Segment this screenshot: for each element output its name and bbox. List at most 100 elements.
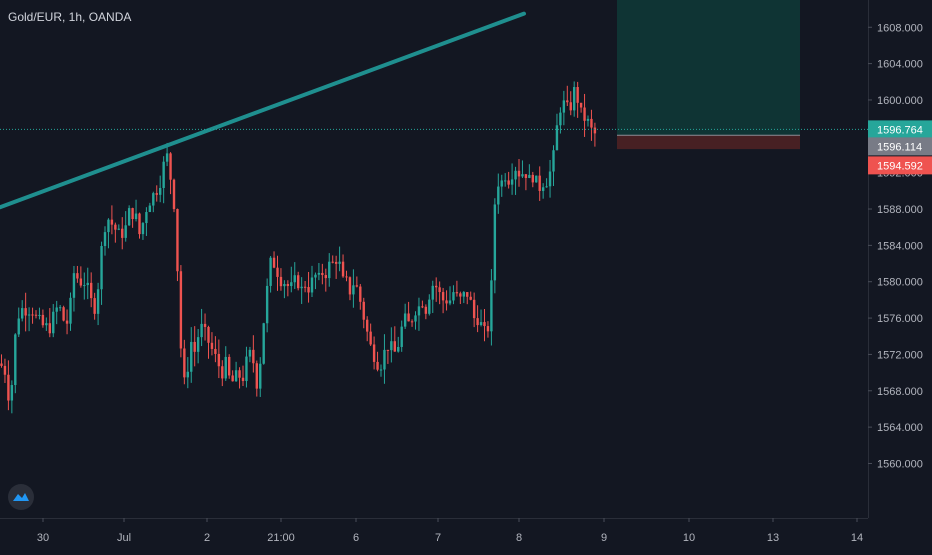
tradingview-logo-icon[interactable] bbox=[8, 484, 34, 510]
candle-down[interactable] bbox=[393, 326, 396, 352]
candle-up[interactable] bbox=[162, 156, 165, 204]
candle-up[interactable] bbox=[490, 269, 493, 346]
candle-up[interactable] bbox=[562, 90, 566, 126]
trendline[interactable] bbox=[0, 11, 526, 210]
candle-down[interactable] bbox=[476, 305, 479, 333]
candle-up[interactable] bbox=[403, 303, 407, 329]
candle-up[interactable] bbox=[293, 262, 296, 289]
candle-up[interactable] bbox=[134, 199, 138, 222]
candle-down[interactable] bbox=[79, 266, 83, 288]
candle-down[interactable] bbox=[366, 316, 369, 342]
candle-up[interactable] bbox=[69, 292, 72, 331]
candle-up[interactable] bbox=[103, 226, 107, 256]
candle-up[interactable] bbox=[431, 280, 434, 313]
candle-up[interactable] bbox=[107, 218, 110, 249]
candle-up[interactable] bbox=[83, 272, 86, 300]
candle-down[interactable] bbox=[369, 323, 372, 346]
candle-up[interactable] bbox=[234, 361, 238, 382]
candle-down[interactable] bbox=[486, 321, 490, 338]
candle-down[interactable] bbox=[238, 367, 241, 389]
candle-down[interactable] bbox=[321, 263, 324, 285]
candle-up[interactable] bbox=[259, 357, 262, 397]
candle-up[interactable] bbox=[310, 265, 314, 297]
candle-down[interactable] bbox=[228, 354, 231, 379]
candle-down[interactable] bbox=[279, 268, 283, 291]
candle-down[interactable] bbox=[65, 309, 69, 335]
candle-down[interactable] bbox=[255, 360, 258, 397]
candle-down[interactable] bbox=[217, 339, 221, 379]
candle-down[interactable] bbox=[355, 276, 359, 288]
candle-up[interactable] bbox=[462, 290, 465, 304]
candle-down[interactable] bbox=[507, 171, 510, 189]
candle-up[interactable] bbox=[45, 317, 48, 331]
candle-down[interactable] bbox=[303, 280, 307, 293]
candle-down[interactable] bbox=[176, 208, 179, 282]
candle-up[interactable] bbox=[55, 300, 58, 325]
candle-down[interactable] bbox=[407, 301, 410, 322]
candle-up[interactable] bbox=[497, 173, 500, 214]
candle-down[interactable] bbox=[179, 265, 183, 358]
candle-up[interactable] bbox=[510, 163, 514, 195]
candle-up[interactable] bbox=[573, 81, 576, 117]
candle-down[interactable] bbox=[435, 277, 438, 302]
candle-up[interactable] bbox=[148, 202, 152, 213]
candle-up[interactable] bbox=[145, 207, 148, 236]
candle-down[interactable] bbox=[155, 185, 158, 202]
candle-down[interactable] bbox=[276, 255, 279, 291]
candle-up[interactable] bbox=[300, 277, 303, 304]
candle-down[interactable] bbox=[0, 354, 3, 368]
candle-down[interactable] bbox=[538, 166, 541, 201]
candle-up[interactable] bbox=[314, 272, 317, 290]
candle-down[interactable] bbox=[579, 102, 583, 113]
candle-down[interactable] bbox=[590, 109, 593, 141]
candle-up[interactable] bbox=[265, 278, 269, 333]
candle-down[interactable] bbox=[90, 272, 93, 308]
candle-up[interactable] bbox=[141, 221, 145, 240]
candle-up[interactable] bbox=[14, 333, 17, 394]
candle-down[interactable] bbox=[241, 365, 245, 387]
candle-up[interactable] bbox=[86, 267, 89, 300]
candle-down[interactable] bbox=[324, 268, 327, 292]
candle-up[interactable] bbox=[58, 304, 62, 312]
candle-up[interactable] bbox=[452, 285, 455, 305]
candle-up[interactable] bbox=[390, 327, 393, 363]
candle-down[interactable] bbox=[421, 300, 424, 309]
candle-down[interactable] bbox=[455, 280, 459, 297]
candle-down[interactable] bbox=[593, 122, 597, 147]
candle-down[interactable] bbox=[93, 292, 96, 320]
candle-up[interactable] bbox=[555, 113, 559, 151]
candle-down[interactable] bbox=[424, 304, 428, 320]
candle-down[interactable] bbox=[76, 265, 79, 283]
candle-down[interactable] bbox=[459, 291, 462, 304]
candle-down[interactable] bbox=[203, 313, 207, 341]
candle-up[interactable] bbox=[245, 346, 248, 388]
candle-down[interactable] bbox=[48, 308, 51, 338]
candle-down[interactable] bbox=[210, 332, 214, 356]
candle-down[interactable] bbox=[438, 281, 441, 305]
candle-down[interactable] bbox=[583, 93, 586, 137]
candle-down[interactable] bbox=[207, 325, 210, 359]
candle-down[interactable] bbox=[376, 351, 379, 372]
candle-up[interactable] bbox=[541, 183, 545, 199]
candle-up[interactable] bbox=[10, 380, 14, 414]
candle-down[interactable] bbox=[3, 358, 7, 384]
candle-down[interactable] bbox=[569, 91, 572, 116]
candle-down[interactable] bbox=[138, 212, 141, 239]
candle-up[interactable] bbox=[317, 262, 321, 281]
candle-up[interactable] bbox=[528, 164, 531, 179]
candle-up[interactable] bbox=[414, 311, 417, 330]
candle-down[interactable] bbox=[62, 305, 65, 322]
candle-down[interactable] bbox=[531, 171, 534, 188]
candle-up[interactable] bbox=[383, 334, 386, 384]
candle-down[interactable] bbox=[7, 360, 10, 411]
candle-up[interactable] bbox=[500, 174, 503, 197]
candle-down[interactable] bbox=[359, 283, 362, 310]
candle-down[interactable] bbox=[334, 255, 338, 279]
candle-down[interactable] bbox=[286, 280, 290, 297]
symbol-title[interactable]: Gold/EUR, 1h, OANDA bbox=[8, 10, 131, 24]
candle-up[interactable] bbox=[535, 175, 538, 183]
candle-up[interactable] bbox=[190, 327, 193, 383]
candle-up[interactable] bbox=[514, 166, 517, 195]
candle-up[interactable] bbox=[248, 346, 252, 363]
